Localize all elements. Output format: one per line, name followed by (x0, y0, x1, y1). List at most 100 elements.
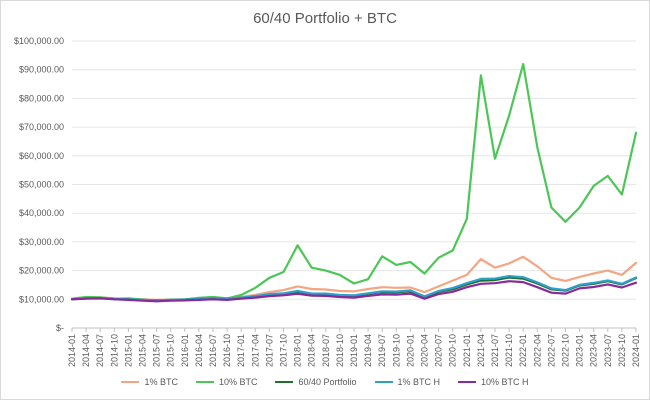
data-point (212, 298, 214, 300)
y-tick-label: $70,000.00 (19, 122, 64, 132)
y-tick-label: $90,000.00 (19, 65, 64, 75)
data-point (311, 267, 313, 269)
chart-title: 60/40 Portfolio + BTC (253, 10, 397, 27)
data-point (268, 295, 270, 297)
data-point (621, 274, 623, 276)
legend-item: 10% BTC (195, 377, 257, 387)
data-point (635, 262, 637, 264)
legend-swatch (374, 380, 393, 384)
data-point (564, 292, 567, 295)
x-tick-label: 2024-01 (631, 334, 641, 367)
data-point (141, 300, 144, 302)
data-point (254, 287, 256, 289)
data-point (607, 283, 609, 285)
x-tick-label: 2020-07 (434, 334, 444, 367)
data-point (579, 206, 581, 209)
data-point (550, 277, 553, 279)
data-point (353, 294, 355, 296)
data-point (395, 290, 397, 293)
x-tick-label: 2022-01 (518, 334, 528, 367)
data-point (127, 299, 129, 301)
data-point (367, 288, 369, 290)
x-tick-label: 2018-04 (307, 334, 317, 367)
data-point (268, 291, 270, 293)
data-point (480, 74, 482, 77)
data-point (282, 289, 285, 291)
legend-swatch (121, 380, 140, 384)
data-point (579, 276, 581, 278)
data-point (156, 300, 158, 302)
legend-item: 1% BTC H (374, 377, 441, 387)
x-tick-label: 2014-01 (67, 334, 77, 367)
data-point (409, 289, 411, 292)
data-point (508, 280, 510, 282)
data-point (409, 292, 411, 295)
y-tick-label: $100,000.00 (14, 36, 64, 46)
data-point (536, 265, 538, 267)
data-point (452, 249, 454, 252)
data-point (423, 295, 426, 298)
x-tick-label: 2018-10 (335, 334, 345, 367)
x-tick-label: 2019-04 (363, 334, 373, 367)
legend-label: 10% BTC H (481, 377, 529, 387)
data-point (282, 292, 285, 294)
data-point (113, 298, 115, 300)
data-point (550, 287, 553, 289)
data-point (621, 193, 623, 196)
data-point (508, 115, 510, 117)
data-point (593, 272, 595, 275)
data-point (522, 281, 524, 283)
x-tick-label: 2014-07 (95, 334, 105, 367)
data-point (635, 276, 637, 279)
data-point (71, 298, 73, 300)
data-point (311, 292, 313, 295)
x-tick-label: 2023-04 (589, 334, 599, 367)
x-tick-label: 2017-04 (250, 334, 260, 367)
data-point (282, 294, 285, 296)
data-point (522, 256, 524, 258)
data-point (635, 282, 637, 284)
data-point (508, 275, 510, 277)
data-point (494, 267, 496, 269)
data-point (522, 276, 524, 278)
data-point (311, 288, 313, 290)
y-tick-label: $30,000.00 (19, 237, 64, 247)
data-point (536, 286, 538, 288)
x-tick-label: 2017-01 (236, 334, 246, 367)
legend-label: 1% BTC H (397, 377, 441, 387)
data-point (593, 286, 595, 288)
legend-item: 10% BTC H (458, 377, 529, 387)
data-point (409, 261, 411, 263)
data-point (325, 270, 327, 272)
data-point (212, 296, 214, 298)
data-point (607, 279, 609, 281)
data-point (466, 286, 468, 288)
y-tick-label: $10,000.00 (19, 294, 64, 304)
data-point (423, 291, 426, 293)
data-point (297, 293, 299, 295)
data-point (607, 175, 609, 177)
x-tick-label: 2017-07 (264, 334, 274, 367)
data-point (240, 298, 242, 300)
y-tick-label: $60,000.00 (19, 151, 64, 161)
data-point (438, 257, 440, 259)
x-tick-label: 2019-01 (349, 334, 359, 367)
data-point (635, 132, 637, 134)
data-point (240, 294, 242, 296)
y-tick-label: $20,000.00 (19, 266, 64, 276)
x-tick-label: 2015-04 (138, 334, 148, 367)
data-point (226, 299, 228, 301)
data-point (184, 299, 186, 302)
data-point (536, 281, 538, 283)
data-point (522, 63, 524, 65)
data-point (480, 258, 482, 260)
x-tick-label: 2022-04 (532, 334, 542, 367)
data-point (466, 218, 468, 220)
x-tick-label: 2021-01 (462, 334, 472, 367)
data-point (621, 286, 623, 289)
data-point (409, 286, 411, 289)
data-point (339, 294, 341, 296)
data-point (170, 300, 172, 302)
x-tick-label: 2014-10 (109, 334, 119, 367)
